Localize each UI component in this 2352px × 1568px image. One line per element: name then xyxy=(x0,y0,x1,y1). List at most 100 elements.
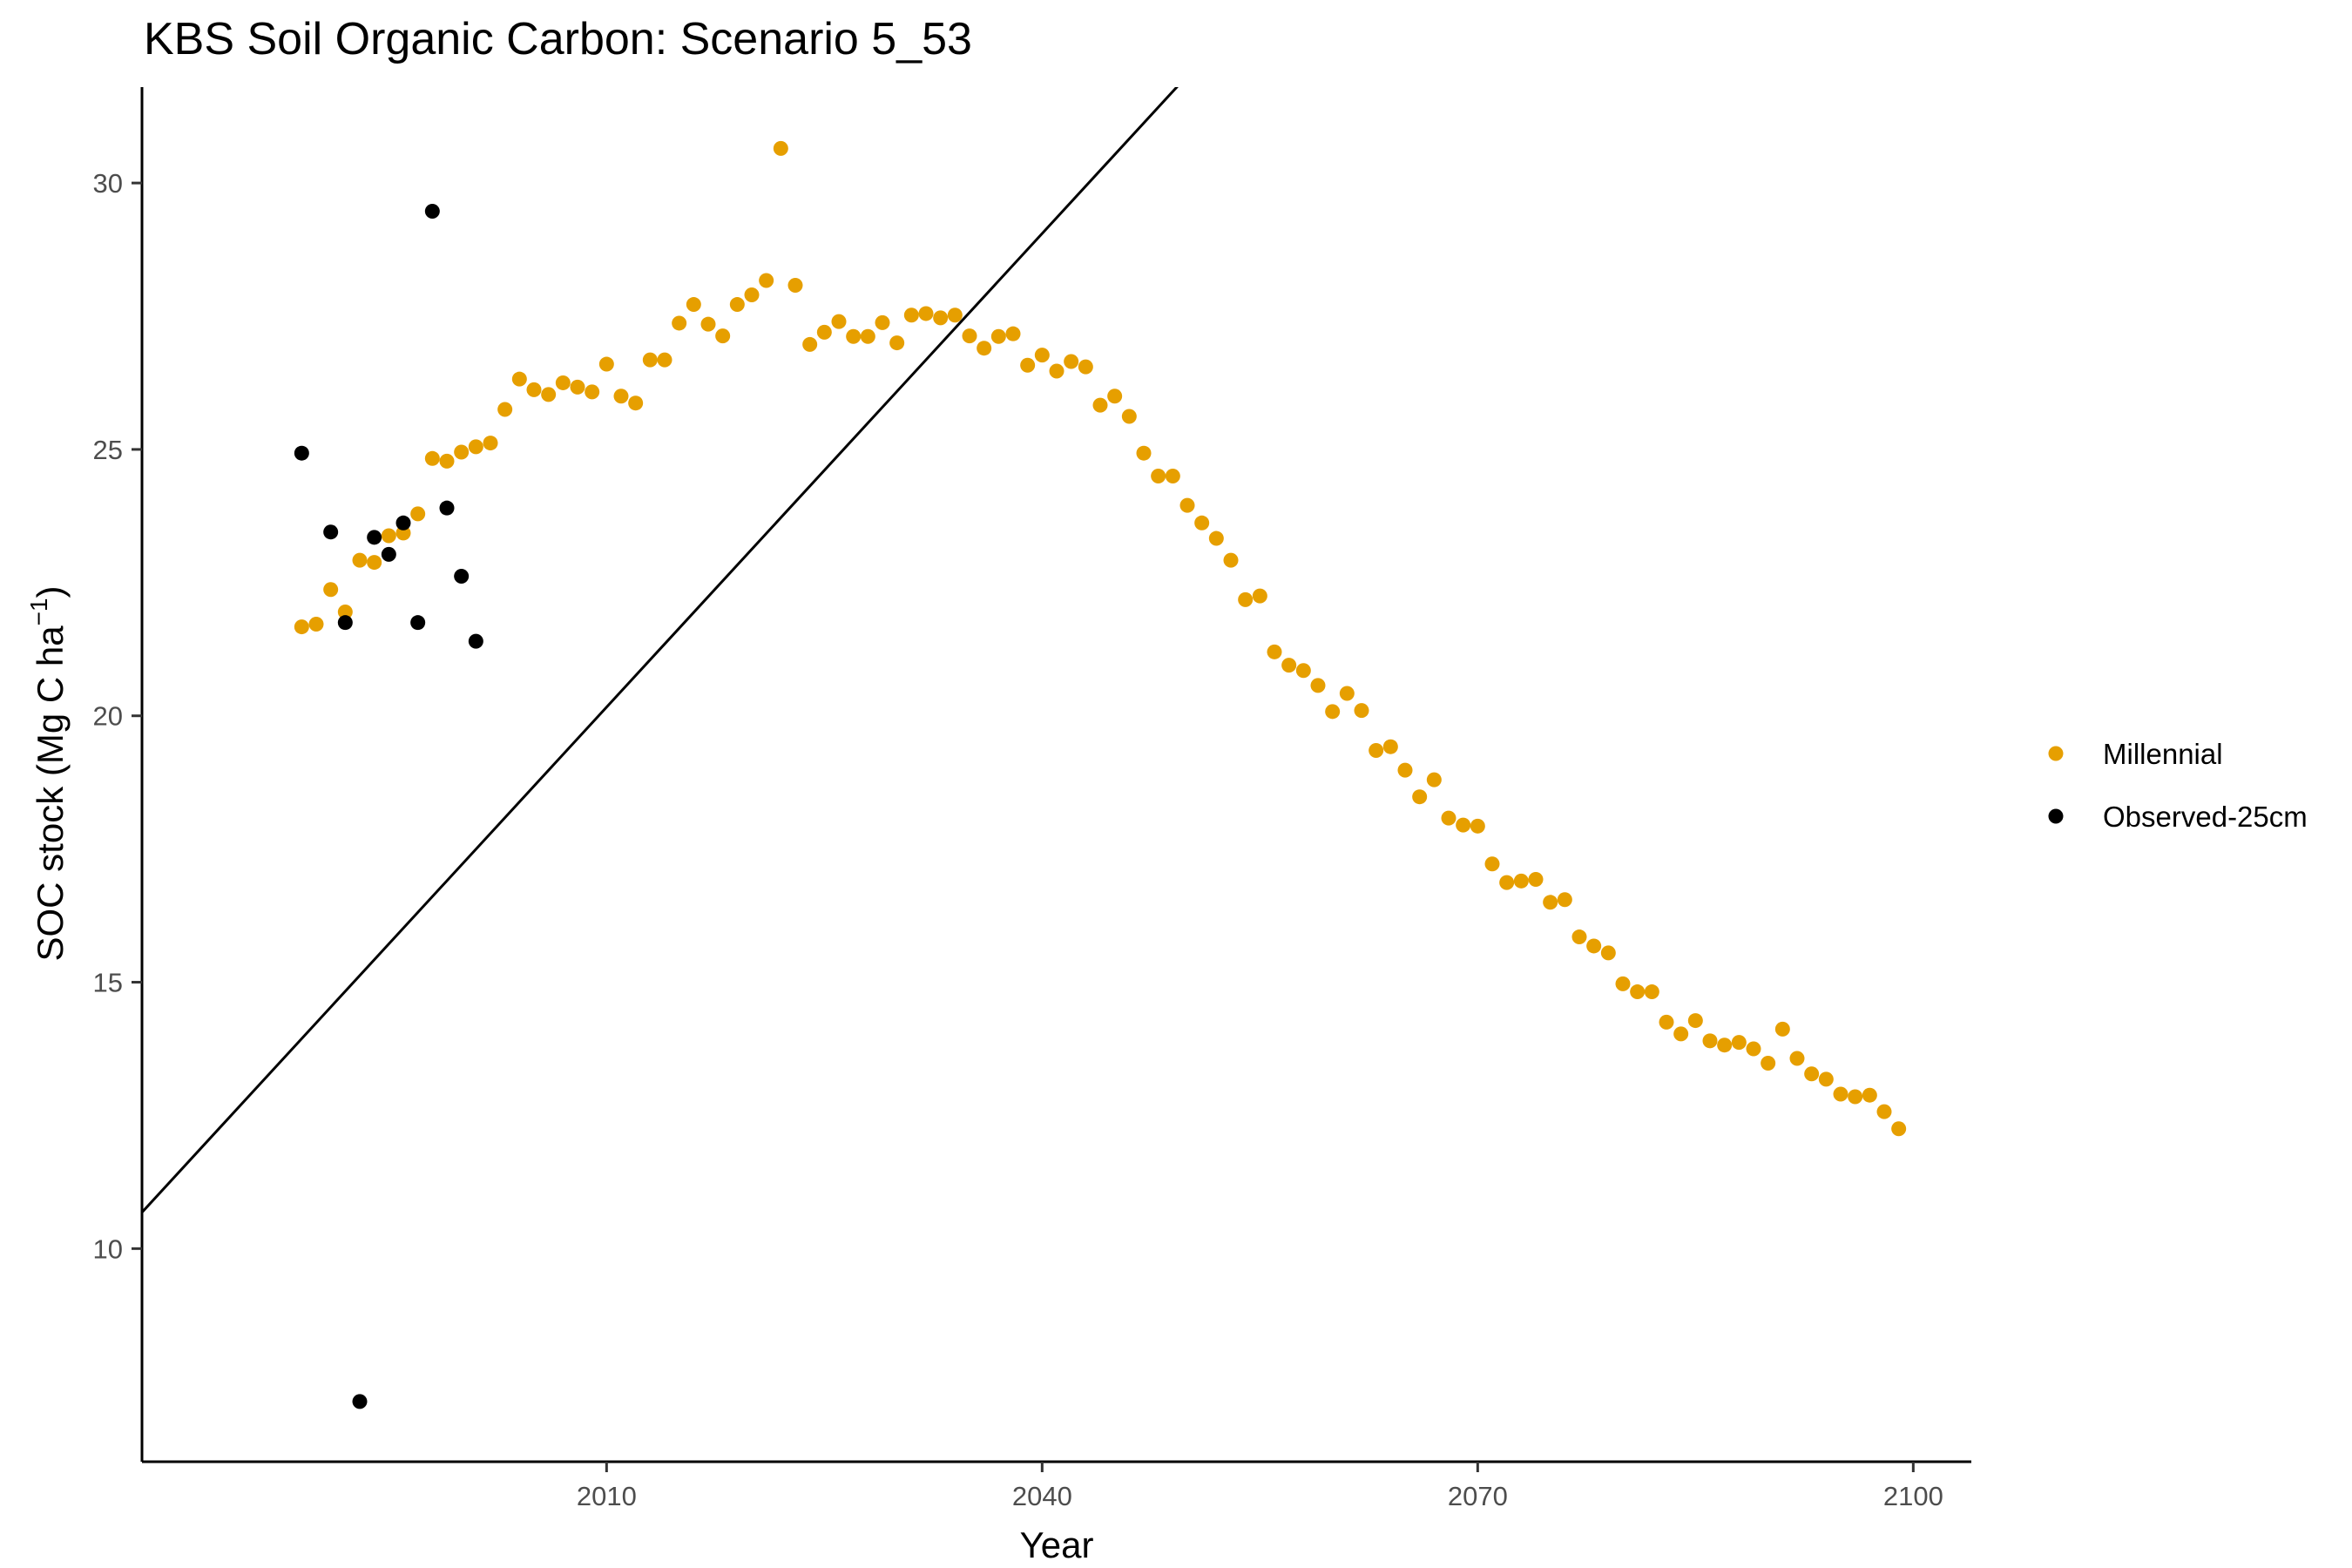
millennial-point xyxy=(1789,1051,1805,1066)
millennial-point xyxy=(1513,873,1529,889)
y-tick-label: 25 xyxy=(93,435,123,465)
millennial-point xyxy=(1121,409,1137,424)
millennial-point xyxy=(352,552,368,568)
millennial-point xyxy=(555,375,571,390)
millennial-point xyxy=(570,379,585,395)
observed-point xyxy=(337,615,353,631)
millennial-point xyxy=(1891,1121,1907,1137)
millennial-point xyxy=(1586,938,1602,954)
y-tick-label: 10 xyxy=(93,1233,123,1264)
millennial-point xyxy=(410,506,426,522)
millennial-point xyxy=(1717,1037,1733,1053)
observed-point xyxy=(468,633,483,649)
millennial-point xyxy=(1630,984,1646,1000)
millennial-point xyxy=(1615,976,1631,991)
millennial-point xyxy=(1600,945,1616,961)
millennial-point xyxy=(1295,663,1311,679)
millennial-point xyxy=(337,604,353,619)
trend-line-layer xyxy=(142,87,1179,1213)
y-axis-title-suffix: ) xyxy=(30,585,71,598)
millennial-point xyxy=(1369,742,1384,758)
millennial-point xyxy=(1571,929,1587,945)
millennial-point xyxy=(947,308,963,323)
millennial-point xyxy=(1412,789,1428,805)
y-axis-ticks: 10 15 20 25 30 xyxy=(93,168,142,1264)
data-points-layer xyxy=(294,140,1907,1409)
millennial-point xyxy=(1208,531,1224,546)
millennial-point xyxy=(889,335,905,351)
millennial-point xyxy=(1107,389,1123,404)
legend-key-observed xyxy=(2048,808,2064,824)
millennial-point xyxy=(323,582,339,598)
millennial-point xyxy=(1397,762,1413,778)
observed-point xyxy=(395,515,411,531)
y-axis-title-superscript: −1 xyxy=(25,598,52,625)
millennial-point xyxy=(977,341,992,356)
millennial-point xyxy=(933,310,949,326)
millennial-point xyxy=(918,306,934,321)
millennial-point xyxy=(1179,497,1195,513)
millennial-point xyxy=(497,402,513,417)
millennial-point xyxy=(511,371,527,387)
y-axis-title: SOC stock (Mg C ha−1) xyxy=(25,585,71,961)
millennial-point xyxy=(875,314,890,330)
observed-point xyxy=(367,530,382,545)
millennial-point xyxy=(468,439,483,455)
millennial-point xyxy=(1281,658,1297,673)
millennial-point xyxy=(294,619,309,635)
millennial-point xyxy=(308,617,324,632)
millennial-point xyxy=(613,389,629,404)
millennial-point xyxy=(1339,686,1355,701)
millennial-point xyxy=(802,336,818,352)
observed-point xyxy=(410,615,426,631)
observed-point xyxy=(323,524,339,540)
millennial-point xyxy=(598,356,614,372)
x-axis-title: Year xyxy=(1020,1524,1094,1565)
millennial-point xyxy=(1543,895,1558,910)
millennial-point xyxy=(1456,817,1471,833)
millennial-point xyxy=(1470,818,1485,834)
millennial-point xyxy=(1078,359,1093,375)
millennial-point xyxy=(1165,468,1180,483)
millennial-point xyxy=(1049,363,1064,379)
x-axis-ticks: 2010 2040 2070 2100 xyxy=(577,1462,1943,1511)
millennial-point xyxy=(454,444,470,460)
millennial-point xyxy=(787,278,803,294)
millennial-point xyxy=(1833,1086,1848,1102)
millennial-point xyxy=(1441,810,1456,826)
millennial-point xyxy=(1528,871,1544,887)
millennial-point xyxy=(1499,875,1515,890)
chart-title: KBS Soil Organic Carbon: Scenario 5_53 xyxy=(144,14,972,64)
millennial-point xyxy=(962,328,977,344)
observed-point xyxy=(454,568,470,584)
millennial-point xyxy=(1557,892,1572,908)
x-tick-label: 2040 xyxy=(1012,1481,1072,1511)
legend-key-millennial xyxy=(2048,746,2064,761)
millennial-point xyxy=(424,450,440,466)
millennial-point xyxy=(1092,397,1108,413)
millennial-point xyxy=(1005,326,1021,341)
millennial-point xyxy=(1687,1013,1703,1029)
millennial-point xyxy=(1876,1104,1892,1119)
millennial-point xyxy=(541,387,557,402)
millennial-point xyxy=(483,436,498,451)
legend: Millennial Observed-25cm xyxy=(2048,738,2308,833)
x-tick-label: 2100 xyxy=(1883,1481,1943,1511)
millennial-point xyxy=(367,555,382,571)
millennial-point xyxy=(1774,1021,1790,1037)
millennial-point xyxy=(526,382,542,397)
millennial-point xyxy=(1151,468,1166,483)
millennial-point xyxy=(846,328,862,344)
millennial-point xyxy=(1238,591,1254,607)
x-tick-label: 2070 xyxy=(1448,1481,1508,1511)
millennial-point xyxy=(1804,1066,1820,1082)
millennial-point xyxy=(1659,1014,1674,1030)
millennial-point xyxy=(585,384,600,400)
observed-point xyxy=(381,546,396,562)
observed-point xyxy=(294,445,309,461)
millennial-point xyxy=(773,140,788,156)
legend-label-millennial: Millennial xyxy=(2103,738,2223,770)
millennial-point xyxy=(1136,445,1152,461)
millennial-point xyxy=(672,315,687,331)
